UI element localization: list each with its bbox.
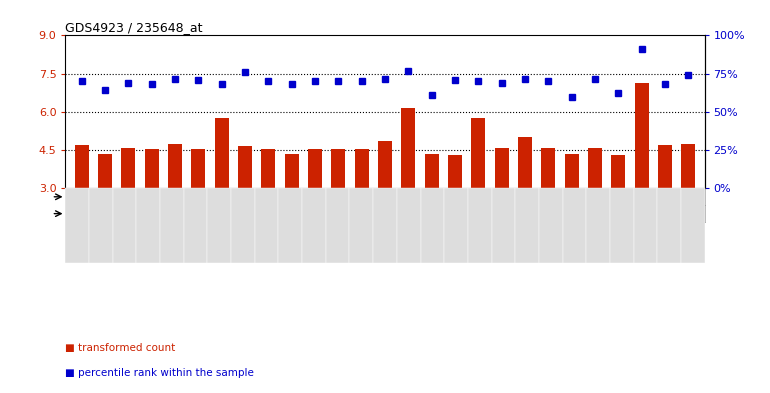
Bar <box>285 154 299 188</box>
Text: control: control <box>121 209 159 219</box>
Bar <box>378 141 392 188</box>
Bar <box>145 149 159 188</box>
Bar <box>471 118 485 188</box>
Bar <box>308 149 322 188</box>
Bar <box>401 108 415 188</box>
Text: ■ percentile rank within the sample: ■ percentile rank within the sample <box>65 368 254 378</box>
Bar <box>210 205 467 222</box>
Bar <box>355 149 369 188</box>
Bar <box>261 149 276 188</box>
Bar <box>70 205 210 222</box>
Bar <box>168 144 182 188</box>
Bar <box>494 148 509 188</box>
Bar <box>448 155 462 188</box>
Text: asoprisnil: asoprisnil <box>428 192 481 202</box>
Text: GDS4923 / 235648_at: GDS4923 / 235648_at <box>65 21 203 34</box>
Bar <box>70 188 210 205</box>
Bar <box>75 145 89 188</box>
Bar <box>215 118 229 188</box>
Bar <box>541 148 555 188</box>
Text: ■ transformed count: ■ transformed count <box>65 343 176 353</box>
Bar <box>611 155 625 188</box>
Bar <box>210 188 700 205</box>
Bar <box>122 148 136 188</box>
Text: placebo: placebo <box>119 192 162 202</box>
Bar <box>98 154 112 188</box>
Bar <box>331 149 346 188</box>
Bar <box>564 154 578 188</box>
Text: 10 mg: 10 mg <box>320 209 356 219</box>
Bar <box>192 149 206 188</box>
Bar <box>658 145 672 188</box>
Bar <box>238 146 252 188</box>
Text: 25 mg: 25 mg <box>565 209 601 219</box>
Bar <box>634 83 648 188</box>
Bar <box>518 138 532 188</box>
Bar <box>588 148 602 188</box>
Bar <box>467 205 700 222</box>
Bar <box>681 144 695 188</box>
Bar <box>424 154 439 188</box>
